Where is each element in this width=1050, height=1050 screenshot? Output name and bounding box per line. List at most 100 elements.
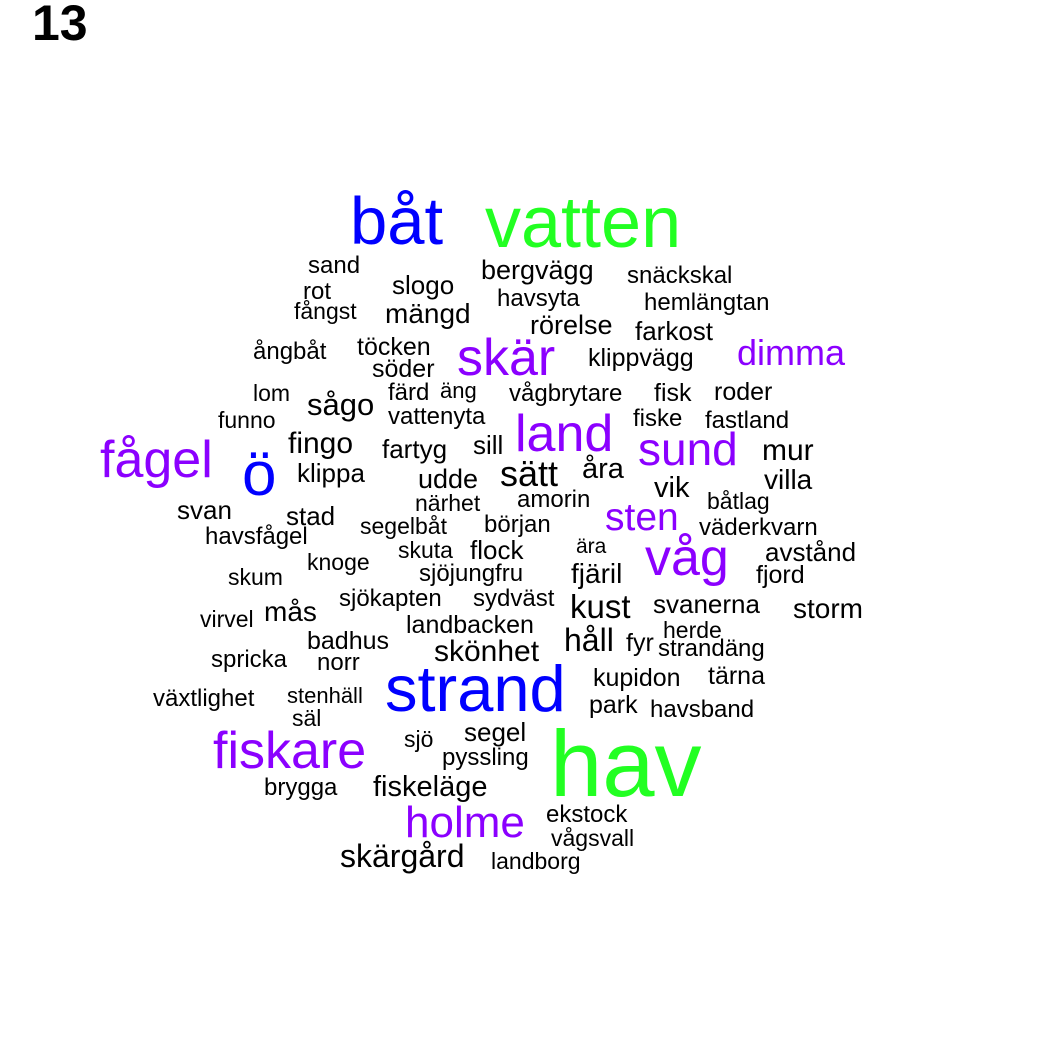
cloud-word: ekstock bbox=[546, 801, 628, 828]
cloud-word: båt bbox=[350, 184, 444, 259]
cloud-word: klippa bbox=[297, 458, 365, 488]
cloud-word: vatten bbox=[485, 183, 682, 263]
cloud-word: rot bbox=[303, 278, 332, 305]
cloud-word: land bbox=[515, 405, 614, 463]
cloud-word: segel bbox=[464, 717, 527, 747]
cloud-word: ö bbox=[242, 440, 277, 509]
cloud-word: sund bbox=[638, 423, 738, 475]
cloud-word: håll bbox=[564, 622, 614, 658]
cloud-word: badhus bbox=[307, 627, 390, 655]
cloud-word: vågsvall bbox=[551, 825, 635, 851]
cloud-word: park bbox=[589, 691, 638, 719]
cloud-word: hemlängtan bbox=[644, 289, 770, 316]
cloud-word: avstånd bbox=[765, 537, 857, 567]
cloud-word: udde bbox=[418, 464, 479, 494]
cloud-word: skärgård bbox=[340, 838, 465, 874]
cloud-word: knoge bbox=[307, 549, 370, 575]
cloud-word: skuta bbox=[398, 537, 453, 563]
cloud-word: pyssling bbox=[442, 744, 529, 771]
cloud-word: sill bbox=[473, 430, 504, 460]
cloud-word: fyr bbox=[626, 629, 654, 657]
cloud-word: rörelse bbox=[530, 310, 613, 340]
cloud-word: fingo bbox=[288, 427, 354, 460]
cloud-word: funno bbox=[218, 407, 276, 433]
cloud-word: färd bbox=[388, 379, 430, 406]
cloud-word: amorin bbox=[517, 486, 591, 513]
cloud-word: roder bbox=[714, 378, 773, 406]
cloud-word: båtlag bbox=[707, 488, 770, 514]
cloud-word: fisk bbox=[654, 379, 692, 407]
cloud-word: flock bbox=[470, 535, 524, 565]
cloud-word: segelbåt bbox=[360, 513, 447, 539]
cloud-word: farkost bbox=[635, 316, 714, 346]
cloud-word: skum bbox=[228, 564, 283, 590]
cloud-word: töcken bbox=[357, 333, 431, 361]
cloud-word: våg bbox=[645, 529, 729, 587]
cloud-word: fågel bbox=[100, 431, 213, 489]
cloud-word: virvel bbox=[200, 606, 254, 632]
cloud-word: norr bbox=[317, 649, 360, 676]
cloud-word: svan bbox=[177, 495, 232, 525]
cloud-word: bergvägg bbox=[481, 255, 594, 285]
cloud-word: dimma bbox=[737, 332, 846, 373]
cloud-word: landborg bbox=[491, 848, 581, 874]
cloud-word: stenhäll bbox=[287, 683, 363, 708]
cloud-word: snäckskal bbox=[627, 262, 733, 289]
cloud-word: växtlighet bbox=[153, 685, 255, 712]
cloud-word: fartyg bbox=[382, 434, 448, 464]
cloud-word: spricka bbox=[211, 646, 288, 673]
cloud-word: sjö bbox=[404, 726, 434, 752]
cloud-word: mås bbox=[264, 596, 317, 627]
cloud-word: sydväst bbox=[473, 585, 555, 612]
cloud-word: strandäng bbox=[658, 635, 765, 662]
cloud-word: fångst bbox=[294, 298, 357, 324]
cloud-word: fiskeläge bbox=[373, 771, 488, 803]
cloud-word: sätt bbox=[500, 453, 559, 494]
cloud-word: ångbåt bbox=[253, 338, 327, 365]
cloud-word: havsband bbox=[650, 696, 755, 723]
cloud-word: vågbrytare bbox=[509, 380, 623, 407]
cloud-word: herde bbox=[663, 617, 722, 643]
panel-number: 13 bbox=[32, 0, 88, 51]
cloud-word: stad bbox=[286, 501, 336, 531]
cloud-word: vattenyta bbox=[388, 403, 486, 430]
cloud-word: sjökapten bbox=[339, 585, 442, 612]
cloud-word: säl bbox=[292, 705, 322, 731]
cloud-word: söder bbox=[372, 355, 435, 383]
cloud-word: mängd bbox=[385, 298, 471, 329]
cloud-word: vik bbox=[654, 472, 690, 504]
cloud-word: svanerna bbox=[653, 589, 760, 619]
cloud-word: sågo bbox=[307, 387, 375, 422]
cloud-word: landbacken bbox=[406, 611, 534, 639]
cloud-word: äng bbox=[440, 378, 477, 403]
cloud-word: skönhet bbox=[434, 635, 540, 668]
cloud-word: lom bbox=[253, 380, 291, 406]
cloud-word: fastland bbox=[705, 407, 790, 434]
cloud-word: havsyta bbox=[497, 285, 580, 312]
cloud-word: fjäril bbox=[571, 558, 623, 589]
cloud-word: storm bbox=[793, 593, 863, 624]
cloud-word: åra bbox=[582, 453, 624, 485]
cloud-word: väderkvarn bbox=[699, 514, 818, 541]
cloud-word: sjöjungfru bbox=[419, 560, 524, 587]
cloud-word: holme bbox=[405, 798, 525, 847]
cloud-word: slogo bbox=[392, 270, 455, 300]
cloud-word: sten bbox=[605, 496, 679, 539]
cloud-word: villa bbox=[764, 464, 813, 495]
cloud-word: fjord bbox=[756, 561, 805, 589]
cloud-word: fiske bbox=[633, 405, 683, 432]
cloud-word: kust bbox=[570, 588, 631, 625]
cloud-word: hav bbox=[550, 711, 702, 816]
cloud-word: brygga bbox=[264, 774, 338, 801]
cloud-word: början bbox=[484, 511, 551, 538]
cloud-word: kupidon bbox=[593, 664, 681, 692]
cloud-word: ära bbox=[576, 535, 607, 558]
cloud-word: strand bbox=[385, 652, 566, 725]
cloud-word: fiskare bbox=[213, 722, 367, 780]
cloud-word: skär bbox=[457, 329, 556, 387]
cloud-word: havsfågel bbox=[205, 523, 308, 550]
cloud-word: närhet bbox=[415, 490, 481, 516]
cloud-word: klippvägg bbox=[588, 344, 694, 372]
cloud-word: mur bbox=[762, 434, 814, 467]
